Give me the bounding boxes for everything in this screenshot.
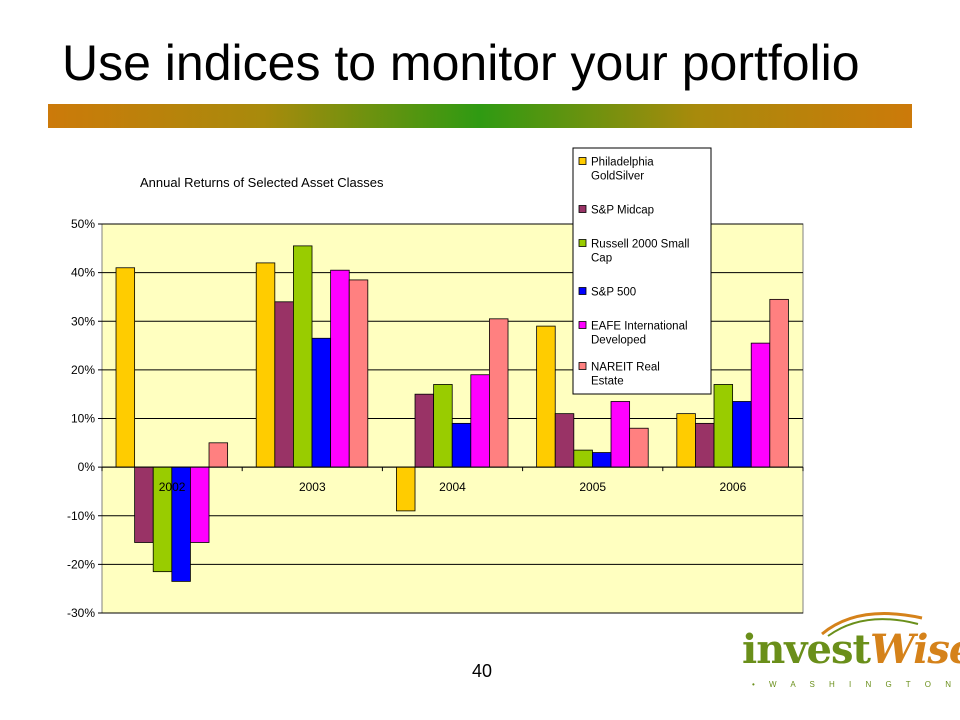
legend-swatch-1	[578, 205, 587, 213]
legend-label: S&P 500	[591, 287, 636, 299]
bar-3-3	[592, 452, 612, 468]
bar-5-0	[208, 442, 229, 468]
y-tick-label: 30%	[71, 314, 95, 328]
legend-swatch-0	[578, 157, 587, 165]
legend-label: Cap	[591, 253, 612, 265]
legend-swatch-3	[578, 287, 587, 295]
bar-1-3	[554, 413, 575, 468]
y-tick-label: 40%	[71, 266, 95, 280]
y-tick-label: -20%	[67, 557, 95, 571]
bar-4-3	[610, 401, 631, 468]
bar-3-1	[311, 337, 332, 468]
x-tick-label: 2003	[299, 480, 326, 494]
y-tick-label: 50%	[71, 217, 95, 231]
bar-2-4	[713, 384, 734, 468]
bar-5-3	[629, 427, 649, 468]
logo-wordmark: investWise	[742, 626, 960, 673]
bar-0-4	[676, 413, 696, 468]
x-tick-label: 2005	[579, 480, 606, 494]
bar-1-4	[695, 422, 715, 468]
bar-1-1	[274, 301, 294, 468]
bar-0-0	[115, 267, 136, 468]
bar-4-4	[750, 342, 771, 468]
legend-label: NAREIT Real	[591, 362, 660, 374]
bar-3-4	[732, 401, 752, 468]
bar-2-1	[293, 245, 313, 468]
bar-4-1	[330, 269, 350, 468]
legend-label: Russell 2000 Small	[591, 239, 689, 251]
legend-swatch-4	[578, 321, 587, 329]
y-tick-label: -10%	[67, 509, 95, 523]
y-tick-label: 20%	[71, 363, 95, 377]
slide-title: Use indices to monitor your portfolio	[62, 35, 860, 91]
legend-swatch-5	[578, 362, 587, 370]
logo-subtitle: • W A S H I N G T O N •	[752, 680, 960, 689]
bar-1-2	[414, 393, 435, 468]
legend-swatch-2	[578, 239, 587, 247]
legend-label: S&P Midcap	[591, 205, 654, 217]
bar-0-2	[396, 466, 416, 512]
y-tick-label: 10%	[71, 412, 95, 426]
bar-3-2	[451, 422, 472, 468]
legend-label: Developed	[591, 335, 646, 347]
page-number: 40	[471, 661, 493, 681]
legend-box	[572, 147, 712, 395]
x-tick-label: 2002	[159, 480, 186, 494]
y-tick-label: 0%	[78, 460, 96, 474]
bar-5-2	[489, 318, 509, 468]
logo-swoosh-icon	[821, 612, 923, 637]
bar-2-2	[433, 384, 453, 468]
bar-2-3	[573, 449, 593, 468]
bar-4-2	[470, 374, 490, 468]
bar-4-0	[190, 466, 210, 543]
bar-5-1	[348, 279, 369, 468]
investwise-logo: investWise • W A S H I N G T O N •	[740, 608, 960, 698]
bar-5-4	[769, 298, 789, 468]
title-gradient-bar	[48, 104, 912, 128]
legend-label: EAFE International	[591, 321, 688, 333]
x-tick-label: 2006	[720, 480, 747, 494]
bar-0-3	[536, 325, 556, 468]
bar-0-1	[255, 262, 276, 468]
x-tick-label: 2004	[439, 480, 466, 494]
y-tick-label: -30%	[67, 606, 95, 620]
chart-title: Annual Returns of Selected Asset Classes	[140, 175, 384, 190]
bar-1-0	[134, 466, 154, 543]
legend-label: Estate	[591, 376, 624, 388]
legend-label: GoldSilver	[591, 171, 644, 183]
legend-label: Philadelphia	[591, 157, 654, 169]
